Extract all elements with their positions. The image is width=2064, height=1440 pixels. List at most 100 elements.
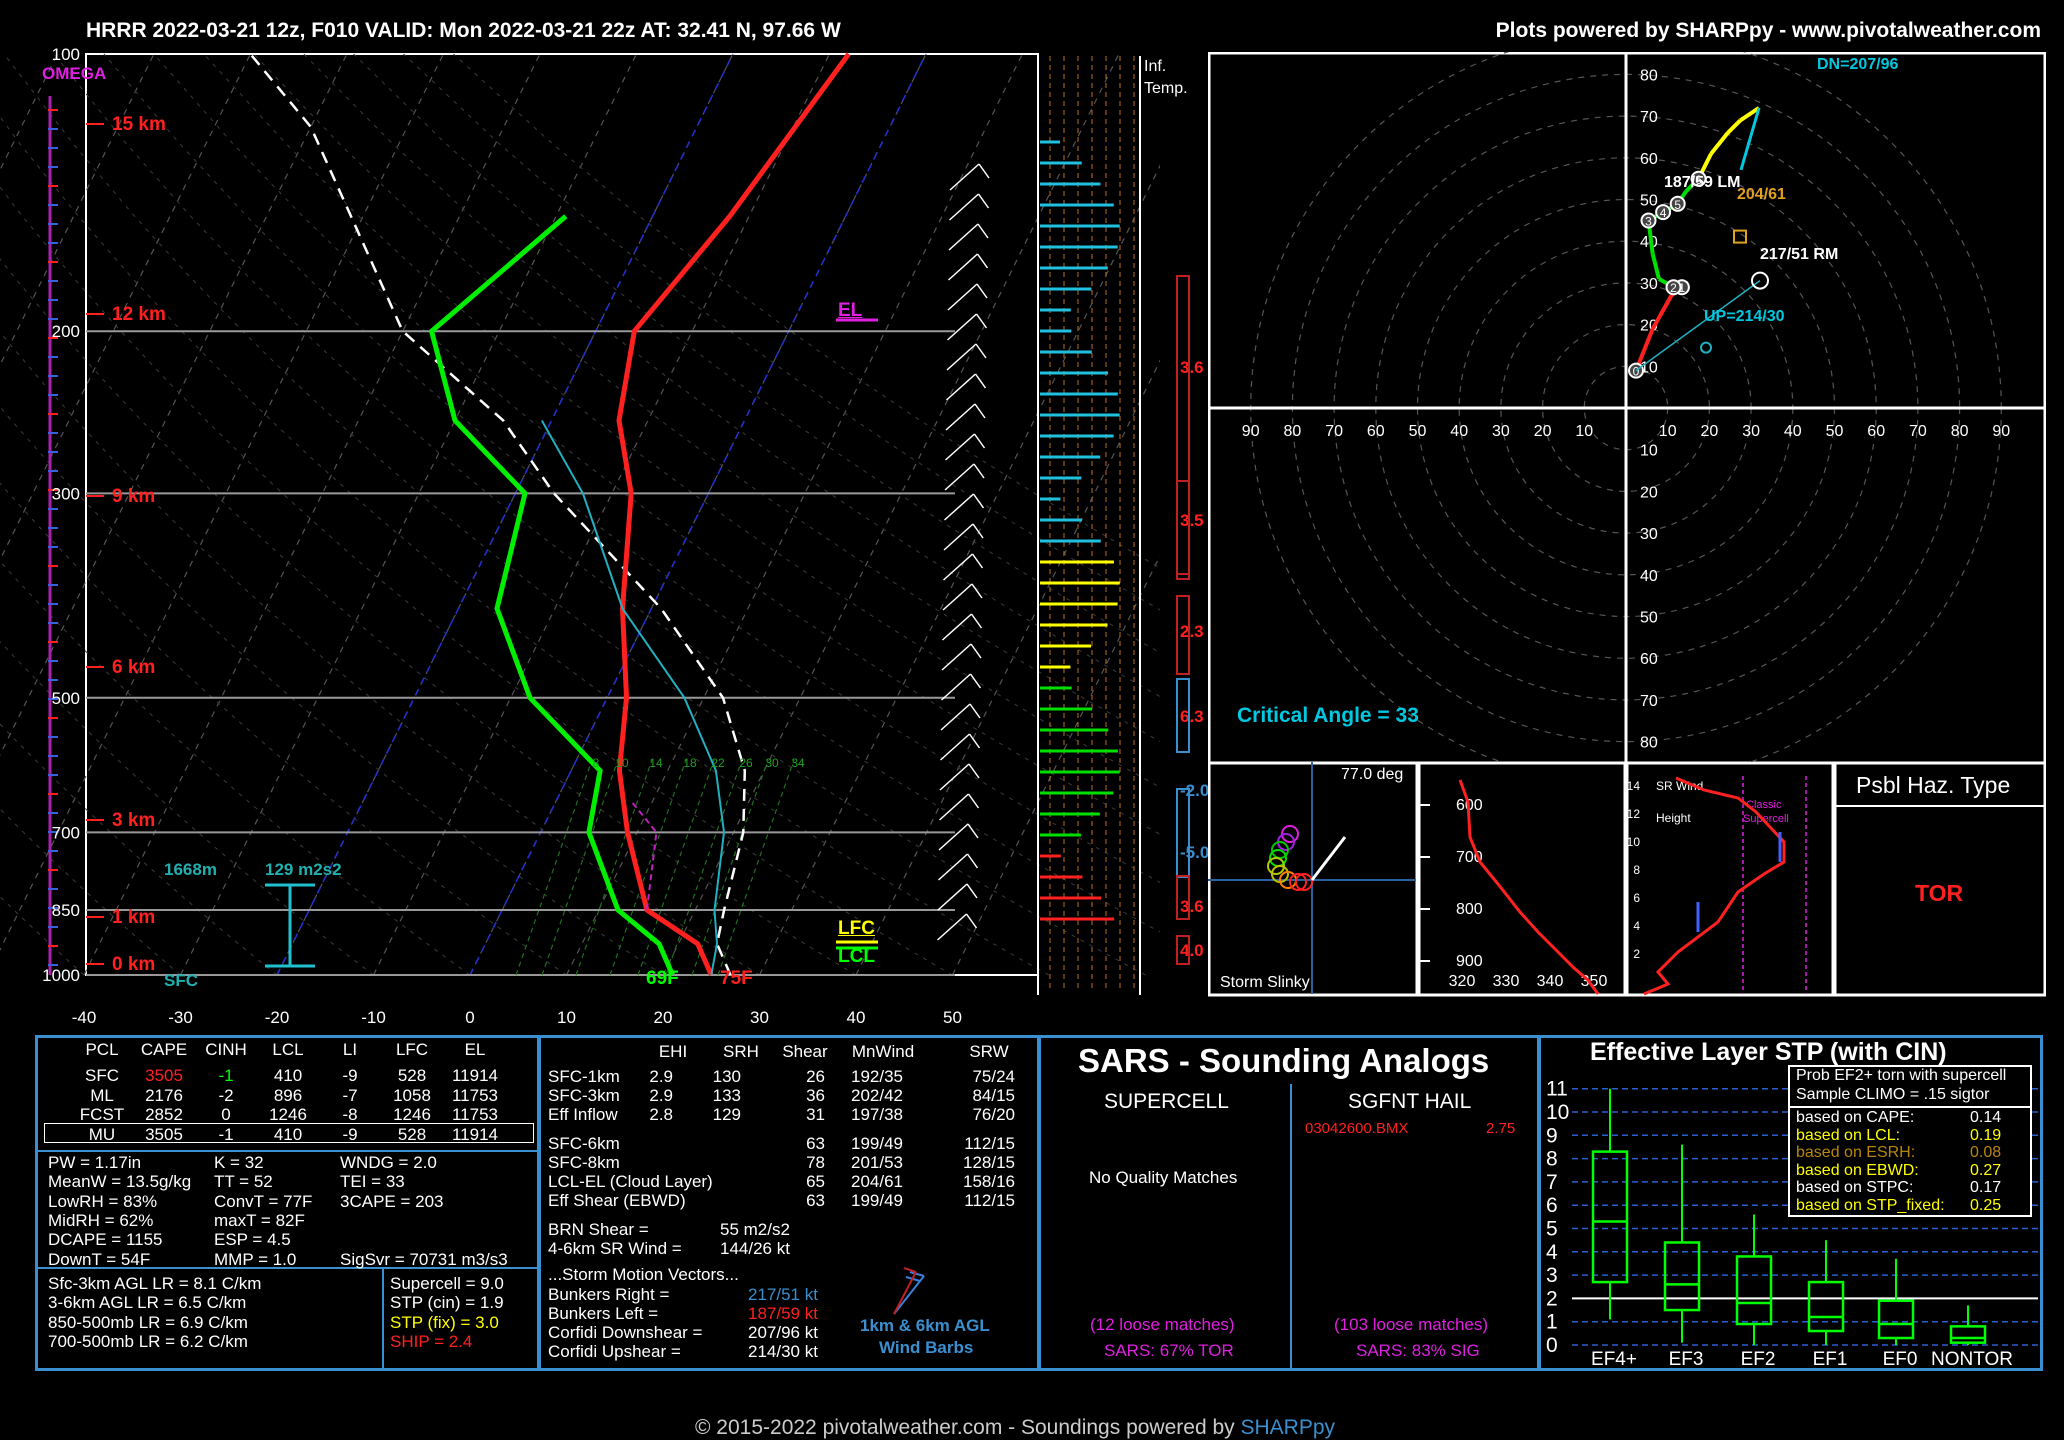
kin-row-label: Eff Shear (EBWD): [548, 1191, 686, 1210]
lapse-rate: 3-6km AGL LR = 6.5 C/km: [48, 1293, 247, 1313]
dry-adiabat: [0, 331, 760, 976]
isotherm-line: [372, 53, 830, 976]
mixing-ratio-label: 18: [683, 756, 697, 770]
parcel-value: -1: [218, 1066, 234, 1085]
hodo-ring-label: 70: [1325, 423, 1343, 440]
wind-barb: [946, 313, 978, 341]
hodo-ring-label: 70: [1909, 423, 1927, 440]
parcel-value: 11914: [451, 1124, 498, 1144]
hodo-point-label: 0: [1633, 365, 1640, 379]
stp-box: [1735, 1255, 1773, 1326]
dry-adiabat: [0, 723, 278, 976]
dry-adiabat: [53, 53, 1160, 933]
inf-temp-bar: [1176, 875, 1190, 920]
srwind-y-tick: 4: [1633, 919, 1640, 933]
kin-row-label: SFC-6km: [548, 1134, 620, 1153]
vector-label: Corfidi Downshear =: [548, 1323, 703, 1342]
wind-barb: [937, 853, 969, 881]
parcel-value: 410: [273, 1124, 303, 1144]
index-value: MeanW = 13.5g/kg: [48, 1172, 192, 1192]
pressure-tick-label: 700: [52, 823, 80, 842]
hodo-ring-label: 80: [1284, 423, 1302, 440]
parcel-header: LFC: [395, 1040, 429, 1059]
parcel-value: 1246: [269, 1105, 307, 1124]
index-value: DownT = 54F: [48, 1249, 151, 1269]
parcel-value: -9: [342, 1066, 358, 1085]
kin-value: 201/53: [851, 1153, 903, 1172]
inf-temp-bar: [1176, 788, 1190, 878]
kin-value: 192/35: [851, 1067, 903, 1086]
mu-row-highlight: [44, 1123, 534, 1143]
wind-barb: [948, 223, 979, 251]
sars-hail-header: SGFNT HAIL: [1348, 1090, 1472, 1113]
hodo-point-label: 2: [1670, 281, 1677, 295]
kin-value: 197/38: [851, 1105, 903, 1124]
stp-y-tick: 1: [1546, 1311, 1558, 1334]
isotherm-line: [83, 53, 541, 976]
stp-legend-value: 0.08: [1970, 1144, 2002, 1161]
wind-barb: [945, 403, 976, 431]
brn-label: BRN Shear =: [548, 1220, 649, 1239]
stp-legend-value: 0.19: [1970, 1126, 2002, 1144]
srwind-y-tick: 6: [1633, 891, 1640, 905]
hodo-dn-vector: [1739, 107, 1761, 171]
footer-link[interactable]: SHARPpy: [1240, 1416, 1336, 1439]
footer-text: © 2015-2022 pivotalweather.com - Soundin…: [695, 1416, 1335, 1440]
credit-text: Plots powered by SHARPpy - www.pivotalwe…: [1495, 19, 2041, 42]
vector-value: 187/59 kt: [748, 1304, 818, 1323]
sars-hail-pct: SARS: 83% SIG: [1356, 1341, 1480, 1360]
index-value: TEI = 33: [340, 1172, 405, 1192]
stp-legend-value: 0.25: [1970, 1196, 2002, 1214]
inf-temp-value: 3.5: [1180, 511, 1204, 530]
height-label: 9 km: [112, 486, 155, 507]
hodo-ring-label: 50: [1640, 193, 1658, 210]
parcel-value: 11753: [451, 1085, 498, 1105]
stp-y-tick: 0: [1546, 1334, 1558, 1357]
hodo-point-label: 4: [1660, 206, 1667, 220]
parcel-value: 2176: [145, 1085, 183, 1105]
wind-barb: [944, 463, 975, 491]
wind-barb-flag: [976, 283, 988, 299]
index-value: TT = 52: [214, 1172, 273, 1192]
storm-slinky-label: Storm Slinky: [1220, 974, 1310, 991]
hodo-ring-label: 90: [1242, 423, 1260, 440]
mixing-ratio-label: 22: [711, 756, 725, 770]
height-label: 0 km: [112, 954, 155, 975]
mixing-ratio-line: [575, 759, 653, 976]
parcel-value: -2: [218, 1085, 234, 1105]
theta-x-tick: 340: [1537, 973, 1564, 990]
wind-barb-flag: [968, 763, 980, 779]
temp-tick-label: -30: [168, 1008, 193, 1027]
index-value: ESP = 4.5: [214, 1230, 291, 1250]
hodo-ring-label: 40: [1450, 423, 1468, 440]
kin-value: 158/16: [963, 1172, 1015, 1191]
mixing-ratio-label: 14: [649, 756, 663, 770]
parcel-value: -1: [218, 1124, 234, 1144]
barb-label-2: Wind Barbs: [879, 1338, 974, 1357]
index-value: 3CAPE = 203: [340, 1191, 444, 1211]
hodo-point: [1669, 195, 1686, 212]
hodo-ring-label: 10: [1659, 423, 1677, 440]
hodo-ring-label: 50: [1826, 423, 1844, 440]
critical-angle-text: Critical Angle = 33: [1237, 704, 1419, 727]
wind-barb: [943, 493, 975, 521]
vector-value: 214/30 kt: [748, 1342, 818, 1361]
temp-tick-label: 40: [847, 1008, 866, 1027]
hodo-ring-label: 50: [1409, 423, 1427, 440]
wind-barb-flag: [966, 853, 979, 869]
kin-value: 65: [806, 1172, 825, 1191]
wind-barb-flag: [976, 253, 989, 269]
wind-barb-flag: [967, 793, 980, 809]
isotherm-line: [951, 554, 1160, 976]
theta-y-tick: 900: [1456, 953, 1483, 970]
stp-y-tick: 8: [1546, 1148, 1558, 1171]
wind-barb-flag: [971, 553, 984, 569]
hodo-ring-label: 40: [1640, 568, 1658, 585]
srwind-supercell: Supercell: [1743, 813, 1789, 825]
wind-barb: [947, 253, 979, 281]
parcel-trace: [249, 53, 747, 976]
wind-barb-flag: [966, 883, 978, 899]
stp-legend-label: based on CAPE:: [1796, 1109, 1915, 1126]
parcel-value: 410: [273, 1066, 303, 1085]
wind-barb: [944, 433, 976, 461]
